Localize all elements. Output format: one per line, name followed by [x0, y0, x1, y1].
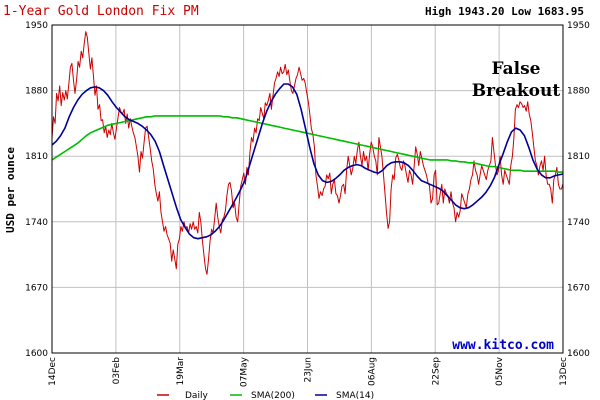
y-tick-label-left: 1880: [25, 87, 48, 97]
y-tick-label-left: 1740: [25, 218, 48, 228]
y-tick-label-right: 1880: [567, 87, 590, 97]
y-tick-label-left: 1670: [25, 283, 48, 293]
annotation-line-1: False: [492, 59, 541, 79]
y-tick-label-left: 1600: [25, 349, 48, 359]
series-line-sma200: [51, 115, 563, 173]
high-low-readout: High 1943.20 Low 1683.95: [425, 5, 584, 18]
y-tick-labels-right: 1600 1670 1740 1810 1880 1950: [567, 21, 590, 359]
y-tick-label-right: 1810: [567, 152, 590, 162]
x-tick-label: 03Feb: [112, 357, 122, 385]
y-tick-label-right: 1600: [567, 349, 590, 359]
legend-label-sma200: SMA(200): [251, 391, 295, 400]
annotation-line-2: Breakout: [472, 81, 561, 101]
legend-label-sma14: SMA(14): [336, 391, 374, 400]
legend: Daily SMA(200) SMA(14): [157, 391, 374, 400]
series-line-daily: [51, 31, 564, 275]
grid: [52, 25, 563, 353]
x-tick-label: 06Aug: [367, 357, 377, 386]
y-tick-label-left: 1950: [25, 21, 48, 31]
plot-series: [51, 31, 564, 275]
x-tick-label: 13Dec: [559, 357, 569, 386]
x-tick-label: 14Dec: [48, 357, 58, 386]
x-tick-label: 07May: [240, 356, 250, 387]
x-tick-labels: 14Dec 03Feb 19Mar 07May 23Jun 06Aug 22Sep 05Nov…: [48, 356, 569, 387]
x-tick-label: 19Mar: [176, 357, 186, 386]
legend-label-daily: Daily: [185, 391, 208, 400]
series-line-sma14: [51, 83, 564, 240]
watermark: www.kitco.com: [452, 338, 554, 353]
y-tick-label-right: 1670: [567, 283, 590, 293]
y-tick-label-right: 1950: [567, 21, 590, 31]
y-tick-label-right: 1740: [567, 218, 590, 228]
x-tick-label: 05Nov: [495, 356, 505, 386]
y-tick-labels-left: 1600 1670 1740 1810 1880 1950: [25, 21, 48, 359]
plot-frame: [51, 24, 564, 354]
y-axis-label: USD per ounce: [4, 147, 17, 233]
x-tick-label: 23Jun: [304, 357, 314, 383]
x-tick-label: 22Sep: [431, 357, 441, 386]
y-tick-label-left: 1810: [25, 152, 48, 162]
chart-title: 1-Year Gold London Fix PM: [3, 4, 199, 19]
